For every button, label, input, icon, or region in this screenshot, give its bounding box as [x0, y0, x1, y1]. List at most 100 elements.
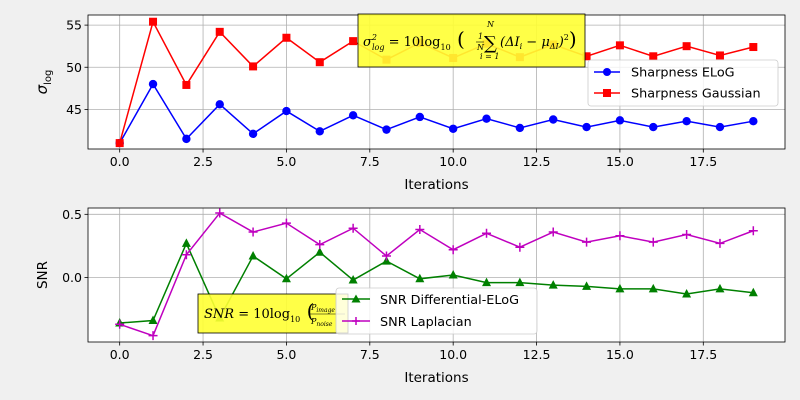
sharpness-elog-data-point	[215, 100, 224, 109]
sharpness-gaussian-data-point	[215, 27, 224, 36]
sharpness-legend-box	[587, 59, 779, 107]
sharpness-chart: 0.0 2.5 5.0 7.5 10.0 12.5 15.0 17.5 45 50 55 Iter…	[33, 13, 786, 193]
snr-differential-elog-data-point	[181, 238, 191, 247]
sharpness-x-tick-label: 12.5	[523, 154, 551, 169]
sharpness-gaussian-data-point	[149, 17, 158, 26]
sharpness-elog-data-point	[482, 114, 491, 123]
snr-differential-elog-data-point	[448, 270, 458, 279]
snr-y-tick-label: 0.0	[62, 270, 82, 285]
legend-label-sharpness-elog: Sharpness ELoG	[631, 66, 735, 81]
sharpness-elog-data-point	[415, 112, 425, 122]
snr-differential-elog-data-point	[548, 280, 558, 289]
snr-legend: SNR Differential-ELoG SNR Laplacian	[335, 287, 538, 335]
snr-laplacian-data-point	[448, 245, 458, 255]
sigma-log-formula-box	[357, 13, 586, 68]
sharpness-gaussian-data-point	[649, 52, 658, 61]
snr-laplacian-data-point	[548, 227, 558, 237]
sharpness-x-tick-label: 7.5	[360, 154, 380, 169]
sharpness-elog-series-line	[119, 82, 754, 144]
snr-y-axis-label: SNR	[35, 261, 51, 289]
sharpness-x-tick-label: 10.0	[439, 154, 467, 169]
snr-x-tick-label: 0.0	[110, 347, 130, 362]
snr-laplacian-data-point	[582, 237, 592, 247]
legend-gaussian-marker	[603, 89, 611, 97]
sharpness-elog-data-point	[615, 116, 625, 125]
snr-x-tick-label: 17.5	[689, 347, 717, 362]
snr-differential-elog-data-point	[281, 273, 291, 283]
sharpness-elog-data-point	[382, 125, 391, 134]
sharpness-gaussian-data-point	[715, 51, 724, 60]
sharpness-gaussian-data-point	[349, 37, 358, 46]
formula-sum-lower: i = 1	[480, 52, 499, 61]
sharpness-y-tick-label: 45	[66, 102, 82, 117]
formula-sum-sign: ∑	[484, 33, 497, 54]
sharpness-x-tick-label: 17.5	[689, 154, 717, 169]
sharpness-y-ticks: 45 50 55	[66, 18, 88, 117]
snr-laplacian-data-point	[615, 231, 625, 241]
snr-laplacian-data-point	[515, 242, 525, 252]
sharpness-gaussian-data-point	[282, 33, 291, 42]
legend-elog-marker	[603, 68, 611, 76]
snr-x-ticks: 0.0 2.5 5.0 7.5 10.0 12.5 15.0 17.5	[110, 342, 717, 362]
sharpness-gaussian-data-point	[249, 62, 258, 71]
snr-differential-elog-data-point	[348, 275, 358, 284]
snr-laplacian-data-point	[748, 226, 758, 236]
legend-label-snr-differential-elog: SNR Differential-ELoG	[380, 293, 519, 308]
snr-differential-elog-data-point	[248, 251, 258, 260]
legend-laplacian-marker	[352, 317, 360, 325]
snr-differential-elog-data-point	[615, 283, 625, 293]
snr-y-tick-label: 0.5	[62, 207, 82, 222]
snr-laplacian-data-point	[215, 208, 225, 218]
snr-differential-elog-data-point	[748, 287, 758, 297]
snr-laplacian-series-line	[119, 212, 754, 337]
snr-laplacian-data-point	[248, 227, 258, 237]
formula-sum-upper: N	[486, 20, 495, 29]
snr-x-tick-label: 12.5	[523, 347, 551, 362]
snr-formula-numerator: Pimage	[310, 303, 335, 314]
sharpness-elog-data-point	[148, 79, 158, 89]
sharpness-elog-data-point	[649, 122, 658, 132]
sharpness-legend: Sharpness ELoG Sharpness Gaussian	[587, 59, 779, 107]
sharpness-elog-data-point	[682, 116, 691, 126]
snr-formula-annotation: SNR = 10log10 ( Pimage Pnoise	[197, 293, 349, 334]
snr-formula-box	[197, 293, 349, 334]
sharpness-elog-data-point	[515, 123, 525, 133]
snr-x-tick-label: 2.5	[193, 347, 213, 362]
snr-laplacian-data-point	[682, 230, 692, 240]
snr-differential-elog-data-point	[648, 283, 658, 293]
sharpness-x-tick-label: 0.0	[110, 154, 130, 169]
snr-x-tick-label: 10.0	[439, 347, 467, 362]
sharpness-gaussian-data-point	[749, 43, 758, 52]
snr-y-ticks: 0.5 0.0	[62, 207, 88, 285]
sharpness-gaussian-data-point	[182, 80, 191, 89]
sharpness-x-tick-label: 15.0	[606, 154, 634, 169]
snr-differential-elog-data-point	[315, 247, 325, 256]
snr-differential-elog-data-point	[682, 288, 692, 298]
sigma-log-formula-annotation: σ2 log = 10log10 ( 1 N N ∑ i = 1 (ΔIi − μ…	[357, 13, 586, 68]
sharpness-y-axis-label: σlog	[33, 70, 54, 95]
snr-laplacian-data-point	[315, 240, 325, 250]
sharpness-elog-data-point	[448, 124, 458, 133]
snr-x-tick-label: 5.0	[276, 347, 296, 362]
sharpness-elog-data-point	[749, 116, 758, 126]
sharpness-elog-data-point	[315, 127, 324, 136]
snr-legend-box	[335, 287, 538, 335]
snr-axes-frame	[87, 207, 786, 343]
snr-x-axis-label: Iterations	[404, 370, 468, 386]
snr-laplacian-data-point	[281, 218, 291, 228]
legend-diff-elog-marker	[351, 294, 361, 303]
sharpness-gaussian-data-point	[582, 52, 591, 61]
formula-n-denominator: N	[476, 43, 485, 52]
snr-laplacian-data-point	[715, 238, 725, 248]
sigma-log-formula-text: σ2 log = 10log10 (	[363, 27, 465, 52]
sharpness-elog-data-point	[348, 111, 358, 120]
snr-laplacian-data-point	[482, 228, 492, 238]
formula-one-over-n: 1	[478, 32, 483, 41]
sharpness-elog-data-point	[182, 134, 191, 144]
sharpness-x-ticks: 0.0 2.5 5.0 7.5 10.0 12.5 15.0 17.5	[110, 149, 717, 169]
snr-differential-elog-data-point	[582, 281, 592, 290]
snr-differential-elog-data-point	[482, 277, 492, 287]
snr-laplacian-data-point	[381, 251, 391, 261]
sharpness-elog-data-point	[582, 122, 591, 132]
